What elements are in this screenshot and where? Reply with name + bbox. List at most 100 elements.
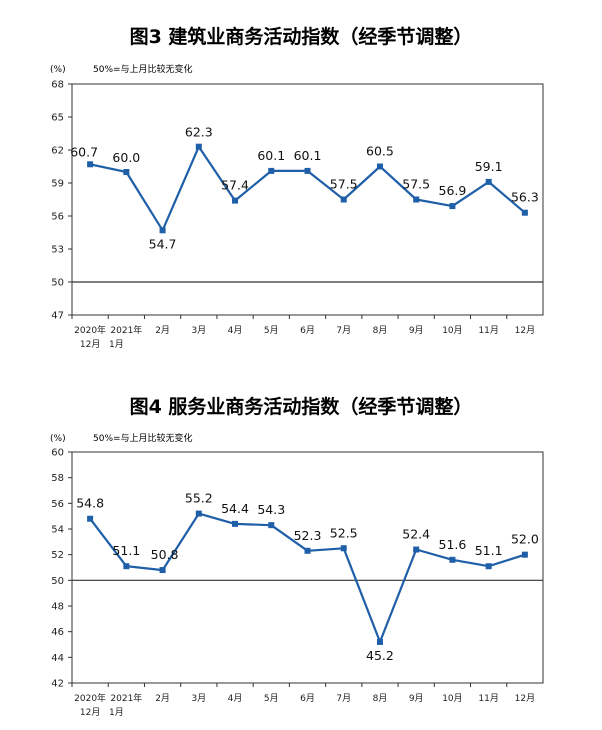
data-point bbox=[87, 161, 94, 168]
x-tick-label: 12月 bbox=[80, 707, 100, 718]
data-label: 51.1 bbox=[112, 543, 140, 558]
chart-title: 图3 建筑业商务活动指数（经季节调整） bbox=[130, 25, 473, 48]
data-label: 62.3 bbox=[185, 125, 213, 140]
data-point bbox=[485, 178, 492, 185]
data-point bbox=[449, 556, 456, 563]
data-point bbox=[159, 567, 166, 574]
data-label: 52.5 bbox=[330, 525, 358, 540]
data-point bbox=[413, 546, 420, 553]
data-point bbox=[232, 197, 239, 204]
y-unit-label: (%) bbox=[50, 434, 66, 444]
data-label: 57.5 bbox=[402, 177, 430, 192]
chart-2: 图4 服务业商务活动指数（经季节调整） (%) 50%=与上月比较无变化 42 44 46… bbox=[50, 395, 544, 718]
x-tick-label: 10月 bbox=[442, 325, 462, 336]
data-label: 50.8 bbox=[151, 547, 179, 562]
y-tick-label: 48 bbox=[51, 602, 64, 613]
data-label: 52.0 bbox=[511, 532, 539, 547]
x-tick-label: 4月 bbox=[228, 693, 243, 704]
data-point bbox=[340, 196, 347, 203]
y-tick-label: 62 bbox=[51, 146, 64, 157]
data-point bbox=[268, 167, 275, 174]
data-label: 52.3 bbox=[294, 528, 322, 543]
data-point bbox=[195, 510, 202, 517]
x-tick-label: 11月 bbox=[478, 693, 498, 704]
y-tick-label: 42 bbox=[51, 679, 64, 690]
data-label: 52.4 bbox=[402, 527, 430, 542]
data-point bbox=[521, 551, 528, 558]
y-tick-label: 68 bbox=[51, 80, 64, 91]
data-point bbox=[232, 520, 239, 527]
data-point bbox=[87, 515, 94, 522]
y-tick-label: 50 bbox=[51, 278, 64, 289]
data-label: 54.7 bbox=[149, 236, 177, 251]
x-tick-label: 3月 bbox=[191, 325, 206, 336]
x-tick-label: 5月 bbox=[264, 325, 279, 336]
x-tick-label: 2020年 bbox=[74, 692, 106, 704]
x-tick-label: 2月 bbox=[155, 325, 170, 336]
data-label: 59.1 bbox=[475, 159, 503, 174]
data-point bbox=[340, 545, 347, 552]
x-tick-label: 11月 bbox=[478, 325, 498, 336]
data-label: 60.7 bbox=[70, 144, 98, 159]
data-point bbox=[521, 209, 528, 216]
y-tick-label: 59 bbox=[51, 179, 64, 190]
x-tick-label: 2021年 bbox=[110, 324, 142, 336]
plot-frame bbox=[71, 451, 544, 684]
data-point bbox=[268, 522, 275, 529]
y-tick-label: 56 bbox=[51, 212, 64, 223]
data-point bbox=[123, 563, 130, 570]
y-tick-label: 56 bbox=[51, 499, 64, 510]
data-point bbox=[159, 227, 166, 234]
data-label: 51.6 bbox=[439, 537, 467, 552]
x-tick-label: 2月 bbox=[155, 693, 170, 704]
data-point bbox=[376, 163, 383, 170]
y-tick-label: 46 bbox=[51, 627, 64, 638]
y-tick-label: 53 bbox=[51, 245, 64, 256]
x-tick-label: 6月 bbox=[300, 325, 315, 336]
data-label: 54.3 bbox=[257, 502, 285, 517]
x-tick-label: 8月 bbox=[373, 693, 388, 704]
data-label: 55.2 bbox=[185, 491, 213, 506]
data-point bbox=[304, 547, 311, 554]
y-tick-label: 54 bbox=[51, 525, 64, 536]
data-label: 60.0 bbox=[112, 150, 140, 165]
data-label: 54.8 bbox=[76, 496, 104, 511]
data-label: 57.4 bbox=[221, 178, 249, 193]
data-label: 57.5 bbox=[330, 177, 358, 192]
data-label: 56.9 bbox=[439, 183, 467, 198]
x-tick-label: 8月 bbox=[373, 325, 388, 336]
data-label: 54.4 bbox=[221, 501, 249, 516]
x-tick-label: 5月 bbox=[264, 693, 279, 704]
x-tick-label: 1月 bbox=[109, 339, 124, 350]
y-tick-label: 44 bbox=[51, 653, 64, 664]
y-tick-label: 52 bbox=[51, 550, 64, 561]
data-label: 60.1 bbox=[257, 148, 285, 163]
x-tick-label: 7月 bbox=[336, 693, 351, 704]
x-tick-label: 4月 bbox=[228, 325, 243, 336]
y-tick-label: 65 bbox=[51, 113, 64, 124]
chart-note: 50%=与上月比较无变化 bbox=[93, 63, 193, 75]
data-label: 56.3 bbox=[511, 190, 539, 205]
x-tick-label: 12月 bbox=[80, 339, 100, 350]
data-label: 45.2 bbox=[366, 648, 394, 663]
y-unit-label: (%) bbox=[50, 65, 66, 75]
y-tick-label: 47 bbox=[51, 311, 64, 322]
y-tick-label: 58 bbox=[51, 473, 64, 484]
x-tick-label: 3月 bbox=[191, 693, 206, 704]
data-label: 60.5 bbox=[366, 144, 394, 159]
data-point bbox=[413, 196, 420, 203]
data-point bbox=[123, 169, 130, 175]
x-tick-label: 1月 bbox=[109, 707, 124, 718]
y-tick-label: 60 bbox=[51, 448, 64, 459]
x-tick-label: 9月 bbox=[409, 325, 424, 336]
data-point bbox=[485, 563, 492, 570]
data-point bbox=[304, 167, 311, 174]
x-tick-label: 7月 bbox=[336, 325, 351, 336]
x-tick-label: 6月 bbox=[300, 693, 315, 704]
plot-frame bbox=[71, 83, 544, 316]
x-tick-label: 12月 bbox=[515, 325, 535, 336]
x-tick-label: 2021年 bbox=[110, 692, 142, 704]
chart-1: 图3 建筑业商务活动指数（经季节调整） (%) 50%=与上月比较无变化 47 50 53… bbox=[50, 25, 544, 350]
data-point bbox=[376, 638, 383, 645]
